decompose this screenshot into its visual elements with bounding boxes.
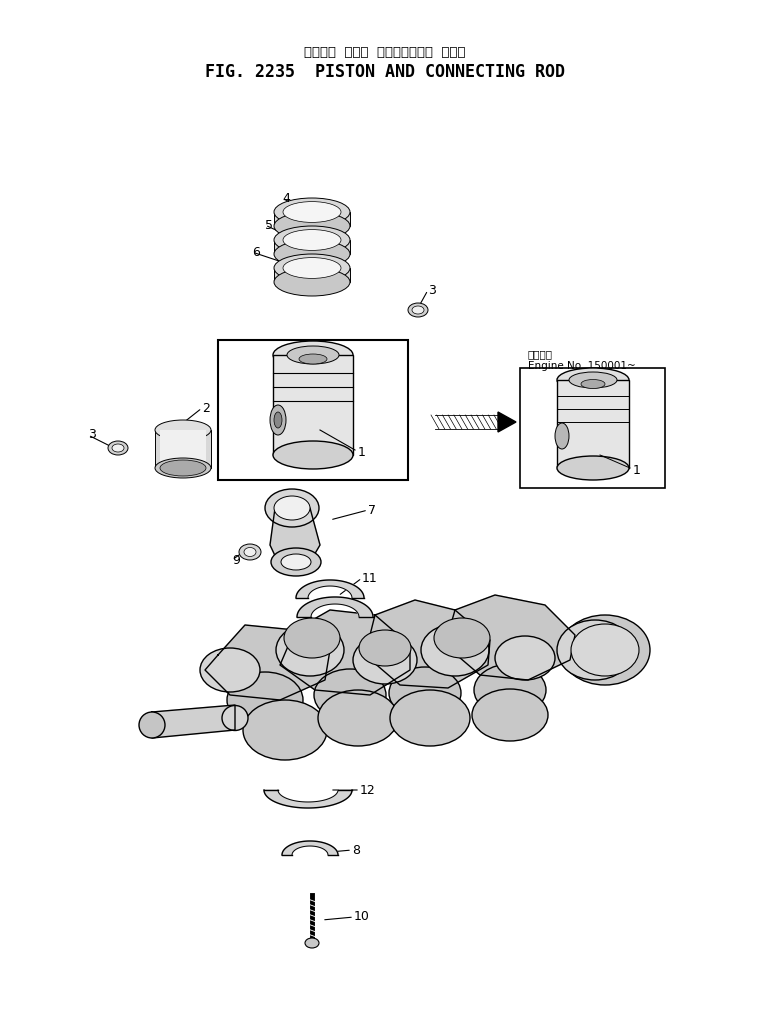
Polygon shape <box>152 705 235 738</box>
Ellipse shape <box>273 341 353 369</box>
Ellipse shape <box>390 690 470 746</box>
Ellipse shape <box>274 496 310 520</box>
Text: 6: 6 <box>252 246 260 259</box>
Text: 5: 5 <box>265 218 273 231</box>
Ellipse shape <box>271 548 321 576</box>
Polygon shape <box>282 841 338 855</box>
Text: 2: 2 <box>202 402 210 414</box>
Ellipse shape <box>239 544 261 560</box>
Text: 適用号機: 適用号機 <box>528 349 553 359</box>
Ellipse shape <box>274 268 350 296</box>
Polygon shape <box>297 597 373 617</box>
Bar <box>274 212 350 226</box>
Ellipse shape <box>412 306 424 314</box>
Bar <box>274 240 350 254</box>
Ellipse shape <box>408 303 428 317</box>
Text: 3: 3 <box>88 428 96 442</box>
Ellipse shape <box>112 444 124 452</box>
Ellipse shape <box>265 489 319 527</box>
Ellipse shape <box>139 712 165 738</box>
Ellipse shape <box>560 615 650 685</box>
Ellipse shape <box>283 229 341 251</box>
Ellipse shape <box>287 346 339 364</box>
Ellipse shape <box>359 630 411 666</box>
Text: 9: 9 <box>232 553 240 566</box>
Text: 10: 10 <box>354 910 370 924</box>
Ellipse shape <box>557 368 629 392</box>
Polygon shape <box>264 790 352 808</box>
Bar <box>273 355 353 455</box>
Ellipse shape <box>555 423 569 449</box>
Ellipse shape <box>434 618 490 658</box>
Polygon shape <box>498 412 516 432</box>
Ellipse shape <box>270 405 286 435</box>
Bar <box>160 430 206 468</box>
Ellipse shape <box>108 441 128 455</box>
Text: Engine No. 150001~: Engine No. 150001~ <box>528 361 636 371</box>
Ellipse shape <box>200 648 260 692</box>
Text: ピストン  および  コネクティング  ロッド: ピストン および コネクティング ロッド <box>304 46 466 59</box>
Text: 11: 11 <box>362 571 378 585</box>
Bar <box>218 340 408 480</box>
Ellipse shape <box>353 636 417 684</box>
Text: 12: 12 <box>360 784 376 797</box>
Ellipse shape <box>581 380 605 389</box>
Ellipse shape <box>244 547 256 556</box>
Ellipse shape <box>227 672 303 728</box>
Ellipse shape <box>160 460 206 476</box>
Bar <box>274 268 350 282</box>
Text: 7: 7 <box>368 503 376 517</box>
Ellipse shape <box>276 624 344 676</box>
Ellipse shape <box>274 198 350 226</box>
Polygon shape <box>296 580 364 598</box>
Ellipse shape <box>155 420 211 439</box>
Ellipse shape <box>557 620 633 680</box>
Ellipse shape <box>472 689 548 741</box>
Ellipse shape <box>283 202 341 222</box>
Text: 1: 1 <box>358 446 366 459</box>
Polygon shape <box>270 508 320 562</box>
Bar <box>520 368 665 488</box>
Bar <box>557 380 629 468</box>
Ellipse shape <box>389 667 461 719</box>
Text: 8: 8 <box>352 843 360 857</box>
Ellipse shape <box>274 212 350 240</box>
Ellipse shape <box>243 700 327 760</box>
Ellipse shape <box>155 458 211 478</box>
Ellipse shape <box>274 240 350 268</box>
Polygon shape <box>205 625 330 700</box>
Ellipse shape <box>273 441 353 469</box>
Polygon shape <box>280 610 410 695</box>
Ellipse shape <box>305 938 319 948</box>
Polygon shape <box>445 595 575 680</box>
Ellipse shape <box>495 636 555 680</box>
Text: FIG. 2235  PISTON AND CONNECTING ROD: FIG. 2235 PISTON AND CONNECTING ROD <box>205 63 565 81</box>
Ellipse shape <box>274 254 350 282</box>
Ellipse shape <box>421 624 489 676</box>
Ellipse shape <box>557 456 629 480</box>
Ellipse shape <box>318 690 398 746</box>
Ellipse shape <box>474 664 546 716</box>
Ellipse shape <box>274 226 350 254</box>
Ellipse shape <box>314 669 386 721</box>
Ellipse shape <box>284 618 340 658</box>
Polygon shape <box>365 600 490 688</box>
Ellipse shape <box>274 412 282 428</box>
Ellipse shape <box>283 258 341 278</box>
Ellipse shape <box>571 624 639 676</box>
Ellipse shape <box>222 705 248 731</box>
Text: 3: 3 <box>428 283 436 296</box>
Bar <box>155 430 211 468</box>
Text: 4: 4 <box>282 192 290 204</box>
Text: 1: 1 <box>633 464 641 476</box>
Ellipse shape <box>569 373 617 388</box>
Ellipse shape <box>299 354 327 364</box>
Ellipse shape <box>281 554 311 570</box>
